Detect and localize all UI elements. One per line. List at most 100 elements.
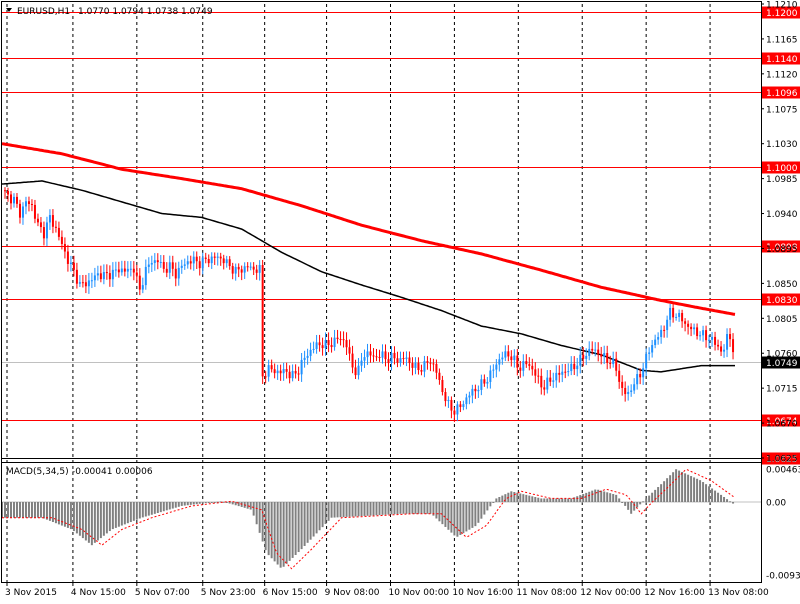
candle-body	[465, 397, 468, 405]
macd-label: MACD(5,34,5)	[6, 467, 69, 477]
candle-body	[201, 257, 204, 269]
candle-bullish	[462, 400, 465, 411]
candle-body	[384, 351, 387, 360]
macd-bar	[423, 502, 426, 514]
candle-bearish	[720, 341, 723, 357]
candle-body	[687, 323, 690, 327]
macd-bar	[645, 498, 648, 502]
candle-body	[519, 367, 522, 371]
candle-bearish	[27, 196, 30, 212]
candle-bullish	[651, 339, 654, 358]
candle-bullish	[552, 372, 555, 388]
candle-bearish	[156, 253, 159, 270]
candle-body	[261, 265, 264, 377]
macd-bar	[555, 498, 558, 502]
macd-header: MACD(5,34,5) -0.00041 0.00006	[6, 467, 153, 477]
candle-bullish	[141, 277, 144, 294]
candle-bearish	[402, 351, 405, 365]
candle-body	[381, 351, 384, 358]
chart-header: EURUSD,H1 1.0770 1.0794 1.0738 1.0749	[6, 7, 213, 17]
candle-bearish	[255, 264, 258, 280]
macd-bar	[537, 497, 540, 502]
candle-bearish	[207, 254, 210, 268]
candle-bearish	[204, 252, 207, 264]
candle-body	[99, 273, 102, 280]
candle-body	[711, 336, 714, 340]
macd-bar	[30, 502, 33, 518]
candle-bearish	[537, 368, 540, 384]
candle-body	[198, 261, 201, 269]
candle-bearish	[165, 262, 168, 278]
candle-body	[195, 256, 198, 262]
macd-bar	[174, 502, 177, 508]
macd-bar	[129, 502, 132, 523]
candle-bullish	[159, 255, 162, 268]
candle-bearish	[549, 370, 552, 387]
candle-body	[264, 376, 267, 378]
candle-body	[681, 312, 684, 322]
candle-bullish	[366, 343, 369, 365]
price-tick-label: 1.0985	[766, 175, 798, 185]
chart-menu-triangle-icon[interactable]	[6, 8, 12, 12]
candle-body	[477, 389, 480, 392]
level-label-box	[762, 452, 800, 465]
macd-bar	[690, 476, 693, 502]
candle-bearish	[438, 368, 441, 385]
candle-body	[147, 264, 150, 267]
candle-bearish	[534, 362, 537, 384]
macd-bar	[729, 501, 732, 503]
macd-bar	[726, 499, 729, 502]
macd-bar	[63, 502, 66, 527]
chart-frame	[1, 1, 762, 583]
candle-bearish	[609, 355, 612, 369]
candle-body	[153, 260, 156, 263]
candle-bullish	[633, 378, 636, 394]
macd-bar	[234, 502, 237, 506]
candle-bullish	[627, 385, 630, 401]
candle-bearish	[558, 365, 561, 383]
macd-bar	[375, 502, 378, 516]
macd-bar	[171, 502, 174, 509]
candle-bearish	[330, 337, 333, 353]
candle-body	[423, 361, 426, 372]
macd-bar	[183, 502, 186, 506]
macd-bar	[426, 502, 429, 514]
candle-body	[159, 261, 162, 263]
candle-bullish	[726, 328, 729, 358]
candle-body	[666, 319, 669, 331]
macd-bar	[180, 502, 183, 506]
candle-body	[630, 390, 633, 392]
candle-bullish	[570, 356, 573, 376]
candle-bullish	[414, 357, 417, 375]
candle-body	[459, 404, 462, 408]
macd-bar	[156, 502, 159, 513]
candle-body	[555, 372, 558, 381]
macd-bar	[270, 502, 273, 559]
macd-bar	[381, 502, 384, 515]
macd-bar	[39, 502, 42, 518]
candle-bullish	[225, 255, 228, 268]
candle-body	[417, 362, 420, 371]
macd-bar	[228, 502, 231, 504]
candle-body	[246, 266, 249, 268]
candle-bearish	[63, 237, 66, 259]
candle-body	[354, 367, 357, 376]
macd-bar	[615, 494, 618, 502]
macd-bar	[450, 502, 453, 533]
macd-bar	[144, 502, 147, 517]
candle-body	[366, 351, 369, 358]
candle-bearish	[396, 351, 399, 368]
candle-body	[444, 392, 447, 402]
macd-bar	[147, 502, 150, 516]
candle-bullish	[513, 349, 516, 368]
candle-body	[552, 380, 555, 382]
macd-bar	[540, 498, 543, 502]
candle-body	[69, 262, 72, 264]
candle-body	[375, 356, 378, 358]
candle-bearish	[459, 401, 462, 413]
macd-bar	[732, 502, 735, 504]
horizontal-levels[interactable]: 1.1200 1.1140 1.1096 1.1000 1.0898 1.0830 1.06…	[2, 6, 800, 466]
candle-bullish	[333, 329, 336, 351]
